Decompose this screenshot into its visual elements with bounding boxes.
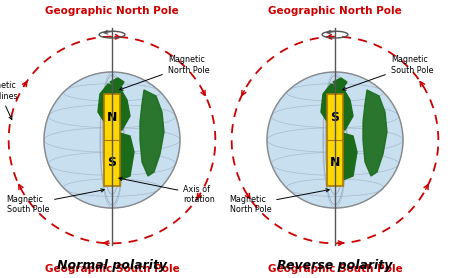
- Text: Magnetic
field lines: Magnetic field lines: [0, 81, 18, 120]
- Polygon shape: [110, 78, 124, 88]
- Text: Geographic South Pole: Geographic South Pole: [268, 264, 402, 274]
- Text: Magnetic
South Pole: Magnetic South Pole: [7, 189, 104, 214]
- Text: S: S: [330, 111, 339, 123]
- Polygon shape: [140, 90, 164, 176]
- Text: Magnetic
North Pole: Magnetic North Pole: [230, 189, 329, 214]
- Text: Geographic North Pole: Geographic North Pole: [45, 6, 179, 16]
- FancyBboxPatch shape: [104, 94, 120, 186]
- Polygon shape: [321, 84, 353, 130]
- Polygon shape: [333, 78, 347, 88]
- Polygon shape: [337, 132, 357, 180]
- Text: N: N: [107, 111, 117, 123]
- Text: Geographic North Pole: Geographic North Pole: [268, 6, 402, 16]
- Circle shape: [44, 72, 180, 208]
- Text: S: S: [108, 157, 117, 170]
- Text: Magnetic
North Pole: Magnetic North Pole: [120, 56, 209, 90]
- Text: Magnetic
South Pole: Magnetic South Pole: [342, 56, 433, 90]
- FancyBboxPatch shape: [327, 94, 343, 186]
- Polygon shape: [363, 90, 387, 176]
- Polygon shape: [114, 132, 134, 180]
- Circle shape: [267, 72, 403, 208]
- Text: Normal polarity: Normal polarity: [57, 259, 167, 272]
- Text: Geographic South Pole: Geographic South Pole: [45, 264, 180, 274]
- Polygon shape: [98, 84, 130, 130]
- Text: Reverse polarity: Reverse polarity: [277, 259, 393, 272]
- Text: Axis of
rotation: Axis of rotation: [119, 177, 215, 204]
- Text: N: N: [330, 157, 340, 170]
